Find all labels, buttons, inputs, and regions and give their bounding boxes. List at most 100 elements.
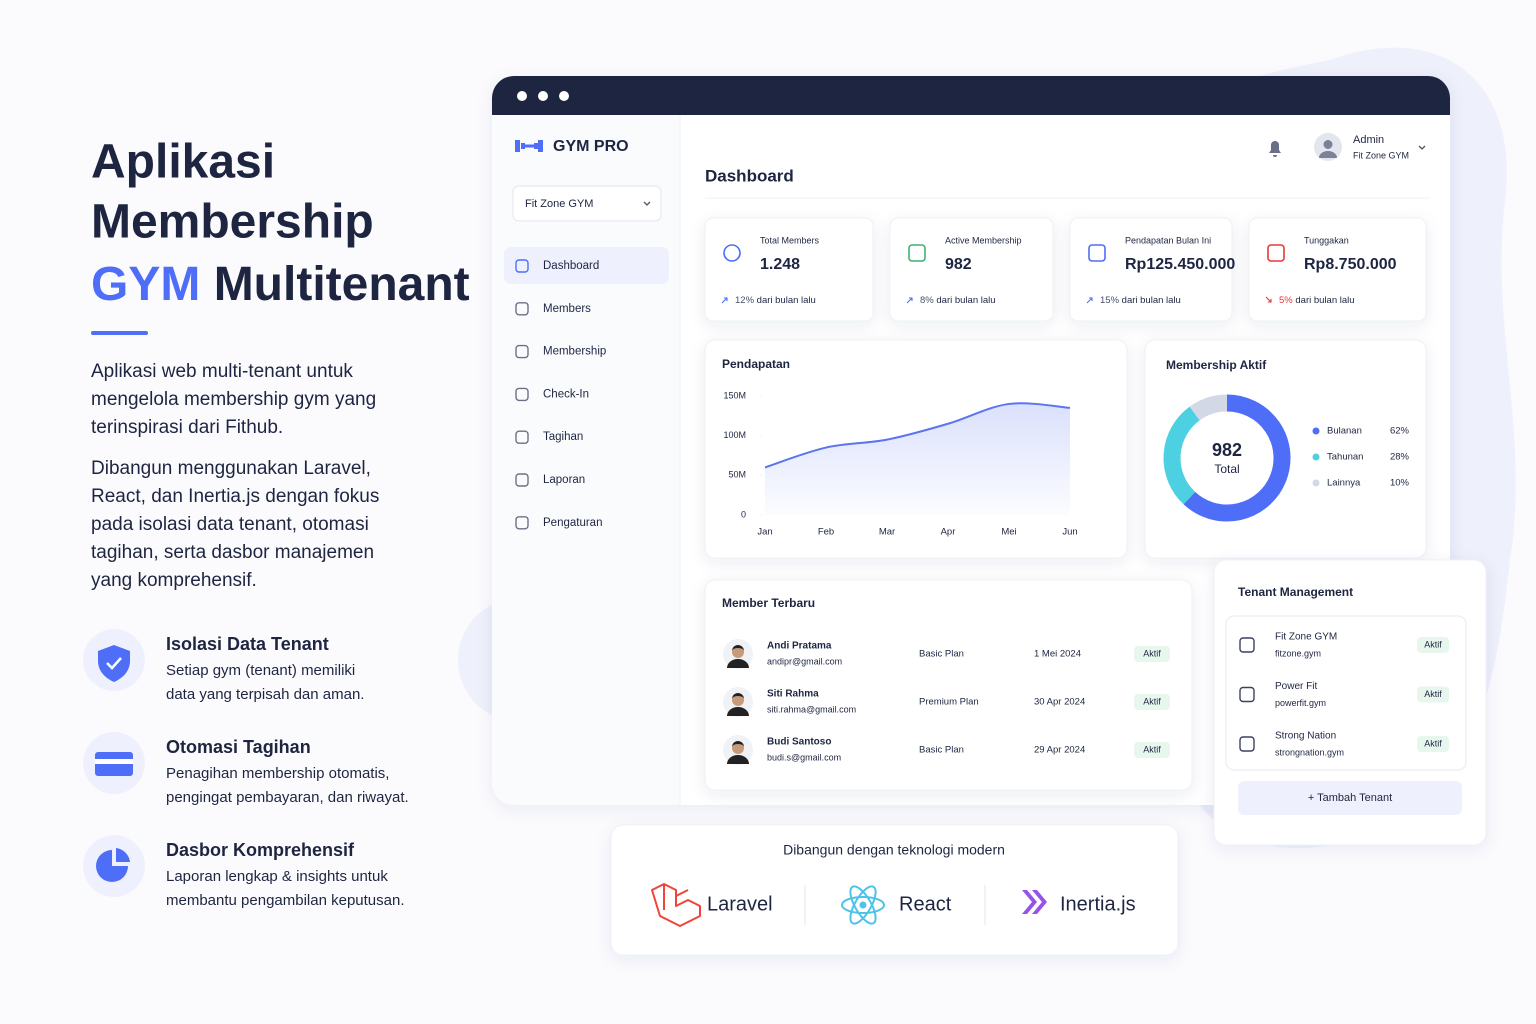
tenant-name: Fit Zone GYM: [1275, 632, 1337, 643]
x-tick-label: Mar: [879, 527, 895, 538]
member-name: Siti Rahma: [767, 689, 819, 700]
user-tenant: Fit Zone GYM: [1353, 150, 1409, 160]
member-plan: Basic Plan: [919, 649, 964, 660]
member-avatar-body: [727, 755, 749, 764]
content: Aplikasi Membership GYM Multitenant Aplikas…: [83, 76, 1487, 956]
status-badge: [1417, 637, 1449, 653]
tech-name: React: [899, 893, 952, 915]
stat-icon: [1088, 244, 1106, 262]
menu-active-bg: [504, 247, 669, 284]
x-tick-label: Feb: [818, 527, 834, 538]
add-tenant-button[interactable]: [1238, 781, 1462, 815]
hero-title: Aplikasi: [91, 136, 275, 189]
bell-icon: [1269, 141, 1281, 157]
y-tick-label: 50M: [728, 470, 746, 480]
menu-item[interactable]: Pengaturan: [543, 517, 602, 529]
data-label: 28%: [1390, 452, 1410, 463]
tenant-select[interactable]: [512, 185, 662, 222]
member-date: 29 Apr 2024: [1034, 745, 1085, 756]
legend-marker: [1312, 479, 1320, 487]
status-badge: [1134, 694, 1170, 710]
menu-icon: [515, 387, 529, 402]
feature-description: pengingat pembayaran, dan riwayat.: [166, 789, 409, 806]
menu-icon: [515, 516, 529, 530]
y-tick-label: 100M: [723, 430, 746, 440]
chart-title: Pendapatan: [722, 357, 790, 371]
member-avatar-face: [732, 646, 744, 658]
stat-card: [1248, 217, 1427, 322]
menu-item[interactable]: Laporan: [543, 474, 585, 486]
member-email: andipr@gmail.com: [767, 656, 842, 666]
data-label: 10%: [1390, 478, 1410, 489]
menu-item[interactable]: Check-In: [543, 388, 589, 400]
stat-change-value: 15%: [1100, 295, 1120, 306]
stat-label: Pendapatan Bulan Ini: [1125, 235, 1211, 245]
feature-description: Setiap gym (tenant) memiliki: [166, 662, 355, 679]
stat-change: 8% dari bulan lalu: [920, 295, 996, 306]
menu-item[interactable]: Membership: [543, 346, 606, 358]
brand-name: GYM PRO: [553, 138, 629, 155]
stat-change-text: dari bulan lalu: [757, 295, 816, 306]
status-badge: [1134, 742, 1170, 758]
menu-icon: [515, 302, 529, 316]
tech-card: [610, 824, 1179, 956]
stat-label: Active Membership: [945, 235, 1022, 245]
member-date: 1 Mei 2024: [1034, 649, 1081, 660]
brand-logo: [515, 140, 543, 152]
tenant-list: [1225, 615, 1467, 771]
tenant-icon: [1239, 686, 1255, 703]
legend-label: Lainnya: [1327, 478, 1361, 489]
stat-value: 1.248: [760, 256, 800, 273]
hero-paragraph: Aplikasi web multi-tenant untuk: [91, 361, 353, 382]
status-text: Aktif: [1143, 648, 1161, 658]
stat-change: 15% dari bulan lalu: [1100, 295, 1181, 306]
react-logo: [849, 885, 877, 925]
hero-paragraph: pada isolasi data tenant, otomasi: [91, 514, 369, 535]
donut-center-value: 982: [1212, 440, 1242, 460]
x-tick-label: Mei: [1001, 527, 1016, 538]
member-email: siti.rahma@gmail.com: [767, 704, 856, 714]
legend-label: Bulanan: [1327, 426, 1362, 437]
status-badge: [1417, 736, 1449, 752]
menu-item[interactable]: Dashboard: [543, 260, 599, 272]
stat-value: 982: [945, 256, 972, 273]
laravel-logo: [651, 883, 701, 927]
legend-label: Tahunan: [1327, 452, 1363, 463]
inertia-logo: [1022, 890, 1047, 914]
status-text: Aktif: [1424, 639, 1442, 649]
trend-arrow: [1086, 297, 1093, 304]
menu-item[interactable]: Tagihan: [543, 431, 583, 443]
hero-paragraph: React, dan Inertia.js dengan fokus: [91, 486, 379, 507]
donut-center-label: Total: [1214, 462, 1239, 476]
area-fill: [765, 403, 1070, 515]
member-avatar-face: [732, 694, 744, 706]
chevron: [643, 201, 651, 206]
sidebar: [492, 115, 680, 805]
member-plan: Premium Plan: [919, 697, 979, 708]
member-date: 30 Apr 2024: [1034, 697, 1085, 708]
member-avatar-hair: [732, 693, 744, 699]
tenant-select-value: Fit Zone GYM: [525, 198, 593, 210]
member-name: Budi Santoso: [767, 737, 831, 748]
hero-paragraph: mengelola membership gym yang: [91, 389, 376, 410]
member-name: Andi Pratama: [767, 641, 832, 652]
member-avatar-hair: [732, 645, 744, 651]
menu-item[interactable]: Members: [543, 303, 591, 315]
members-card: [704, 579, 1193, 791]
y-tick-label: 0: [741, 509, 746, 519]
react-logo: [859, 901, 867, 909]
feature-icon: [95, 759, 133, 764]
tech-name: Inertia.js: [1060, 893, 1136, 915]
member-plan: Basic Plan: [919, 745, 964, 756]
hero-paragraph: yang komprehensif.: [91, 570, 257, 591]
trend-arrow: [721, 297, 728, 304]
stat-label: Tunggakan: [1304, 235, 1349, 245]
status-badge: [1417, 686, 1449, 703]
status-text: Aktif: [1143, 696, 1161, 706]
member-email: budi.s@gmail.com: [767, 752, 841, 762]
button-label[interactable]: + Tambah Tenant: [1308, 792, 1392, 804]
stat-change-text: dari bulan lalu: [936, 295, 995, 306]
stat-change-value: 5%: [1279, 295, 1293, 306]
tenant-domain: powerfit.gym: [1275, 698, 1326, 708]
status-text: Aktif: [1424, 738, 1442, 748]
